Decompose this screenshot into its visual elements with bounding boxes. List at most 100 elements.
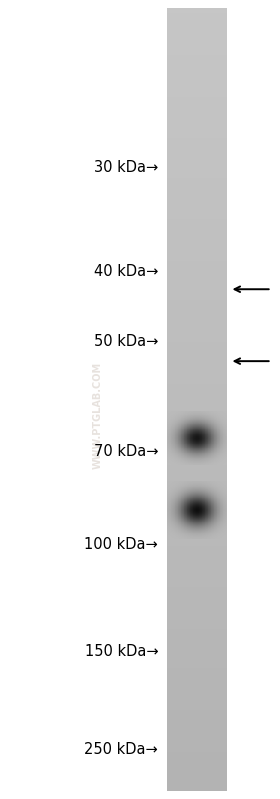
- Bar: [167, 554, 227, 556]
- Text: 70 kDa→: 70 kDa→: [94, 444, 158, 459]
- Bar: [167, 332, 227, 334]
- Bar: [167, 400, 227, 402]
- Bar: [167, 431, 227, 433]
- Bar: [167, 84, 227, 86]
- Bar: [167, 321, 227, 324]
- Bar: [167, 645, 227, 647]
- Bar: [167, 256, 227, 259]
- Bar: [167, 642, 227, 645]
- Bar: [167, 128, 227, 131]
- Bar: [167, 298, 227, 300]
- Bar: [167, 337, 227, 340]
- Bar: [167, 14, 227, 16]
- Bar: [167, 381, 227, 384]
- Bar: [167, 251, 227, 253]
- Bar: [167, 392, 227, 394]
- Bar: [167, 303, 227, 305]
- Bar: [167, 410, 227, 412]
- Bar: [167, 42, 227, 45]
- Bar: [167, 387, 227, 389]
- Bar: [167, 97, 227, 99]
- Bar: [167, 264, 227, 266]
- Bar: [167, 305, 227, 308]
- Bar: [167, 415, 227, 418]
- Bar: [167, 39, 227, 42]
- Bar: [167, 138, 227, 141]
- Bar: [167, 31, 227, 34]
- Bar: [167, 311, 227, 313]
- Bar: [167, 606, 227, 608]
- Bar: [167, 566, 227, 569]
- Bar: [167, 501, 227, 504]
- Bar: [167, 618, 227, 622]
- Bar: [167, 173, 227, 175]
- Bar: [167, 765, 227, 768]
- Bar: [167, 579, 227, 582]
- Bar: [167, 725, 227, 729]
- Bar: [167, 444, 227, 447]
- Bar: [167, 175, 227, 177]
- Bar: [167, 428, 227, 431]
- Bar: [167, 68, 227, 70]
- Bar: [167, 593, 227, 595]
- Bar: [167, 204, 227, 206]
- Bar: [167, 407, 227, 410]
- Bar: [167, 757, 227, 760]
- Bar: [167, 475, 227, 478]
- Bar: [167, 282, 227, 284]
- Bar: [167, 715, 227, 718]
- Bar: [167, 117, 227, 120]
- Bar: [167, 55, 227, 58]
- Bar: [167, 227, 227, 230]
- Bar: [167, 154, 227, 157]
- Bar: [167, 559, 227, 562]
- Bar: [167, 269, 227, 272]
- Bar: [167, 733, 227, 736]
- Bar: [167, 684, 227, 686]
- Bar: [167, 640, 227, 642]
- Bar: [167, 402, 227, 405]
- Bar: [167, 230, 227, 233]
- Bar: [167, 674, 227, 676]
- Bar: [167, 653, 227, 655]
- Bar: [167, 736, 227, 739]
- Bar: [167, 63, 227, 66]
- Bar: [167, 133, 227, 136]
- Bar: [167, 181, 227, 183]
- Bar: [167, 329, 227, 332]
- Bar: [167, 274, 227, 276]
- Bar: [167, 94, 227, 97]
- Bar: [167, 327, 227, 329]
- Bar: [167, 486, 227, 488]
- Bar: [167, 754, 227, 757]
- Bar: [167, 29, 227, 31]
- Bar: [167, 352, 227, 355]
- Bar: [167, 647, 227, 650]
- Bar: [167, 37, 227, 39]
- Bar: [167, 632, 227, 634]
- Bar: [167, 16, 227, 18]
- Bar: [167, 470, 227, 472]
- Bar: [167, 694, 227, 697]
- Bar: [167, 295, 227, 298]
- Bar: [167, 483, 227, 486]
- Bar: [167, 762, 227, 765]
- Bar: [167, 99, 227, 102]
- Bar: [167, 768, 227, 770]
- Bar: [167, 423, 227, 426]
- Bar: [167, 535, 227, 538]
- Bar: [167, 394, 227, 397]
- Bar: [167, 637, 227, 640]
- Bar: [167, 603, 227, 606]
- Bar: [167, 739, 227, 741]
- Bar: [167, 770, 227, 773]
- Bar: [167, 436, 227, 439]
- Bar: [167, 201, 227, 204]
- Bar: [167, 459, 227, 462]
- Bar: [167, 741, 227, 744]
- Bar: [167, 598, 227, 601]
- Bar: [167, 157, 227, 159]
- Bar: [167, 384, 227, 387]
- Bar: [167, 504, 227, 507]
- Bar: [167, 89, 227, 92]
